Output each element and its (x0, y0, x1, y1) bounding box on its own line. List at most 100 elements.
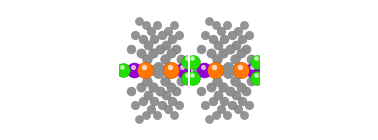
Point (178, 80, 184, 82)
Point (136, 118, 143, 120)
Point (220, 52, 226, 54)
Point (240, 114, 246, 116)
Point (170, 24, 177, 26)
Point (180, 69, 186, 71)
Point (155, 72, 161, 74)
Point (132, 104, 138, 106)
Point (156, 48, 163, 50)
Point (124, 69, 130, 71)
Point (173, 90, 179, 92)
Point (165, 108, 171, 110)
Point (174, 69, 180, 71)
Point (168, 86, 174, 88)
Point (239, 38, 245, 40)
Point (132, 104, 138, 106)
Point (166, 72, 172, 74)
Point (213, 114, 219, 116)
Point (119, 65, 125, 68)
Point (243, 48, 249, 50)
Point (250, 69, 256, 71)
Point (119, 69, 125, 71)
Point (189, 57, 195, 59)
Point (189, 77, 195, 80)
Point (131, 69, 137, 71)
Point (141, 65, 147, 68)
Point (206, 118, 212, 120)
Point (238, 69, 244, 71)
Point (136, 20, 143, 22)
Point (202, 34, 208, 36)
Point (131, 69, 137, 71)
Point (146, 44, 152, 46)
Point (238, 86, 244, 88)
Point (168, 69, 174, 71)
Point (130, 65, 136, 68)
Point (202, 34, 208, 36)
Point (160, 34, 166, 36)
Point (233, 44, 239, 46)
Point (224, 24, 230, 26)
Point (238, 52, 244, 54)
Point (134, 69, 140, 71)
Point (169, 38, 175, 40)
Point (169, 100, 175, 102)
Point (124, 69, 130, 71)
Point (226, 48, 232, 50)
Point (151, 100, 157, 102)
Point (232, 58, 238, 60)
Point (178, 80, 184, 82)
Point (150, 52, 156, 54)
Point (243, 69, 249, 71)
Point (128, 48, 134, 50)
Point (225, 72, 231, 74)
Point (169, 100, 175, 102)
Point (221, 100, 227, 102)
Point (168, 69, 174, 71)
Point (214, 80, 220, 82)
Point (173, 90, 179, 92)
Point (156, 48, 163, 50)
Point (206, 20, 212, 22)
Point (218, 69, 224, 71)
Point (155, 72, 161, 74)
Point (243, 69, 249, 71)
Point (250, 69, 256, 71)
Point (160, 104, 166, 106)
Point (148, 69, 154, 71)
Point (178, 58, 184, 60)
Point (250, 69, 256, 71)
Point (166, 72, 172, 74)
Point (210, 38, 216, 40)
Point (155, 66, 161, 68)
Point (229, 34, 235, 36)
Point (156, 90, 163, 92)
Point (225, 72, 231, 74)
Point (235, 66, 242, 68)
Point (235, 108, 241, 110)
Point (229, 34, 235, 36)
Bar (188, 0, 191, 140)
Point (189, 77, 195, 80)
Point (148, 69, 154, 71)
Point (220, 86, 226, 88)
Point (200, 65, 206, 68)
Point (162, 80, 168, 82)
Point (215, 94, 222, 96)
Point (198, 90, 204, 92)
Point (224, 114, 230, 116)
Point (180, 69, 186, 71)
Point (143, 24, 149, 26)
Point (175, 34, 181, 36)
Point (184, 74, 190, 76)
Point (169, 38, 175, 40)
Point (189, 60, 195, 63)
Point (215, 44, 222, 46)
Point (168, 52, 174, 54)
Point (170, 24, 177, 26)
Point (254, 77, 260, 80)
Point (232, 58, 238, 60)
Point (235, 72, 242, 74)
Point (245, 104, 251, 106)
Point (154, 114, 160, 116)
Point (221, 38, 227, 40)
